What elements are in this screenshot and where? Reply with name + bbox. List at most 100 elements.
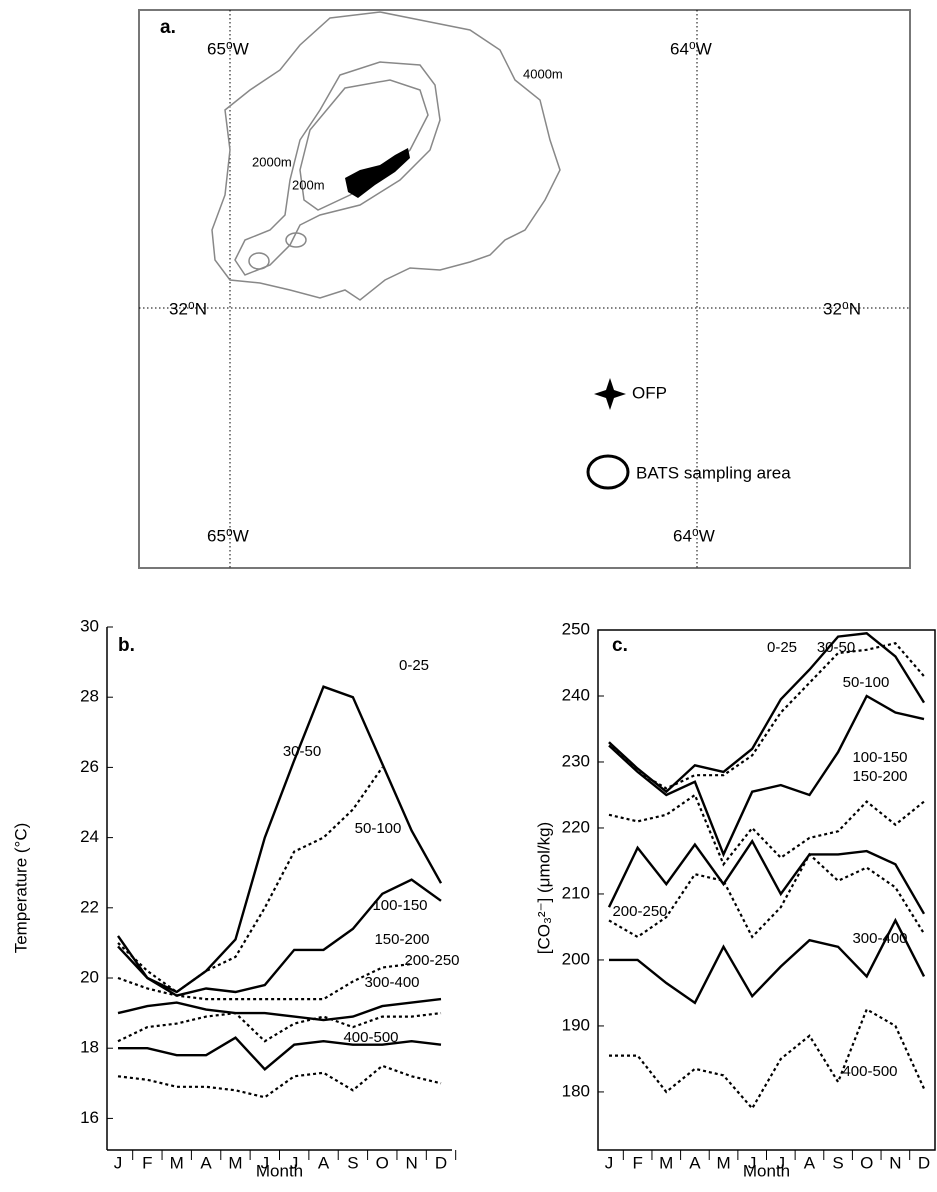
series-label: 30-50: [817, 639, 855, 656]
y-tick-label: 210: [562, 883, 590, 902]
lat-label: 32⁰N: [169, 299, 207, 318]
x-tick-label: M: [659, 1153, 673, 1172]
contour-seamount: [248, 252, 270, 270]
data-line: [117, 1064, 442, 1099]
x-tick-label: M: [228, 1153, 242, 1172]
bermuda-island: [345, 148, 410, 198]
data-line: [609, 1007, 926, 1111]
contour-label: 200m: [292, 177, 325, 192]
contour-label: 4000m: [523, 66, 563, 81]
data-line: [117, 878, 442, 997]
series-label: 0-25: [767, 639, 797, 656]
contour-seamount: [285, 232, 307, 248]
x-tick-label: O: [860, 1153, 873, 1172]
x-tick-label: D: [435, 1153, 447, 1172]
x-tick-label: M: [716, 1153, 730, 1172]
x-tick-label: J: [290, 1153, 299, 1172]
series-label: 300-400: [364, 974, 419, 991]
x-tick-label: A: [689, 1153, 701, 1172]
series-label: 30-50: [283, 743, 321, 760]
series-label: 100-150: [372, 897, 427, 914]
legend-label: OFP: [632, 383, 667, 402]
series-label: 400-500: [343, 1029, 398, 1046]
x-tick-label: A: [804, 1153, 816, 1172]
ofp-marker: [594, 378, 626, 410]
contour-4000m: [211, 11, 561, 301]
x-tick-label: J: [748, 1153, 757, 1172]
y-tick-label: 30: [80, 616, 99, 635]
y-tick-label: 220: [562, 817, 590, 836]
y-tick-label: 190: [562, 1015, 590, 1034]
y-tick-label: 20: [80, 967, 99, 986]
data-line: [117, 685, 443, 994]
series-label: 0-25: [399, 657, 429, 674]
series-label: 150-200: [852, 768, 907, 785]
y-tick-label: 18: [80, 1038, 99, 1057]
series-label: 400-500: [842, 1063, 897, 1080]
y-tick-label: 200: [562, 949, 590, 968]
y-tick-label: 24: [80, 827, 99, 846]
x-axis-label: Month: [743, 1161, 790, 1180]
series-label: 150-200: [374, 931, 429, 948]
bats-marker: [586, 454, 630, 490]
x-tick-label: J: [261, 1153, 270, 1172]
data-line: [607, 838, 926, 915]
x-tick-label: A: [200, 1153, 212, 1172]
x-tick-label: M: [170, 1153, 184, 1172]
data-line: [608, 793, 925, 867]
y-axis-label: [CO₃²⁻] (μmol/kg): [534, 822, 553, 954]
data-line: [117, 766, 384, 994]
y-tick-label: 26: [80, 757, 99, 776]
x-tick-label: F: [632, 1153, 642, 1172]
legend-label: BATS sampling area: [636, 463, 791, 482]
data-line: [608, 632, 926, 794]
x-tick-label: S: [347, 1153, 358, 1172]
y-tick-label: 16: [80, 1108, 99, 1127]
lat-label: 32⁰N: [823, 299, 861, 318]
panel-label: c.: [612, 635, 628, 656]
series-label: 50-100: [355, 820, 402, 837]
y-tick-label: 240: [562, 685, 590, 704]
panel-label: b.: [118, 635, 135, 656]
lon-label: 65⁰W: [207, 526, 249, 545]
data-line: [117, 1011, 442, 1043]
data-line: [608, 852, 925, 939]
map-frame: [138, 9, 911, 569]
data-line: [117, 962, 412, 1001]
y-axis-label: Temperature (°C): [11, 823, 30, 954]
lon-label: 64⁰W: [670, 39, 712, 58]
x-axis-label: Month: [256, 1161, 303, 1180]
data-line: [117, 997, 442, 1022]
y-tick-label: 230: [562, 751, 590, 770]
y-tick-label: 28: [80, 687, 99, 706]
x-tick-label: O: [376, 1153, 389, 1172]
data-line: [608, 641, 925, 790]
x-tick-label: J: [114, 1153, 123, 1172]
data-line: [609, 917, 926, 1005]
x-tick-label: N: [405, 1153, 417, 1172]
x-tick-label: F: [142, 1153, 152, 1172]
y-tick-label: 250: [562, 619, 590, 638]
y-tick-label: 180: [562, 1081, 590, 1100]
panel-label: a.: [160, 17, 176, 38]
series-label: 200-250: [612, 903, 667, 920]
data-line: [118, 1036, 442, 1071]
x-tick-label: A: [318, 1153, 330, 1172]
x-tick-label: N: [889, 1153, 901, 1172]
series-label: 300-400: [852, 930, 907, 947]
map-panel: a. 65⁰W 64⁰W 65⁰W 64⁰W 32⁰N 32⁰N 4000m 2…: [138, 9, 911, 569]
y-tick-label: 22: [80, 897, 99, 916]
x-tick-label: J: [777, 1153, 786, 1172]
data-line: [608, 694, 925, 858]
x-tick-label: D: [918, 1153, 930, 1172]
lon-label: 64⁰W: [673, 526, 715, 545]
series-label: 50-100: [843, 674, 890, 691]
contour-label: 2000m: [252, 154, 292, 169]
series-label: 100-150: [852, 749, 907, 766]
series-label: 200-250: [404, 952, 459, 969]
lon-label: 65⁰W: [207, 39, 249, 58]
